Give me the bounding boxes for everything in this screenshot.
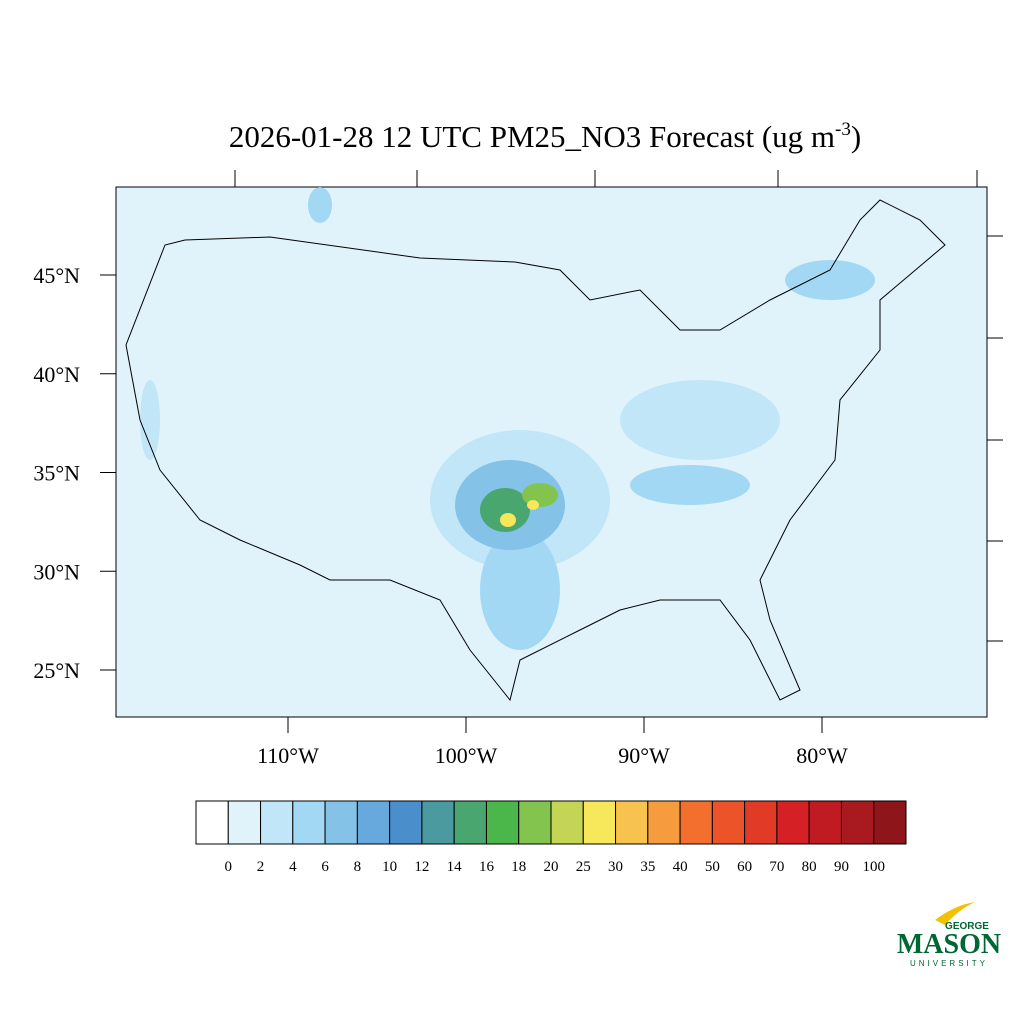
colorbar-label: 0 xyxy=(225,859,233,875)
lat-label: 30°N xyxy=(33,559,80,584)
colorbar-box xyxy=(453,800,487,845)
colorbar-box xyxy=(615,800,649,845)
lat-label: 25°N xyxy=(33,658,80,683)
colorbar-box xyxy=(195,800,229,845)
title-suffix: ) xyxy=(851,119,861,154)
colorbar-label: 25 xyxy=(576,859,591,875)
colorbar-box xyxy=(840,800,875,845)
colorbar-box xyxy=(518,800,552,845)
colorbar-label: 30 xyxy=(608,859,623,875)
colorbar-box xyxy=(744,800,778,845)
title-text: 2026-01-28 12 UTC PM25_NO3 Forecast (ug … xyxy=(229,119,835,154)
colorbar-label: 35 xyxy=(640,859,655,875)
colorbar-box xyxy=(227,800,262,845)
logo-bottom: UNIVERSITY xyxy=(910,959,988,968)
colorbar-box xyxy=(582,800,617,845)
colorbar-label: 60 xyxy=(737,859,752,875)
colorbar-label: 20 xyxy=(544,859,559,875)
colorbar-label: 10 xyxy=(382,859,397,875)
colorbar-box xyxy=(711,800,746,845)
colorbar-label: 8 xyxy=(354,859,362,875)
lat-label: 35°N xyxy=(33,461,80,486)
colorbar-label: 2 xyxy=(257,859,265,875)
colorbar-box xyxy=(647,800,681,845)
lon-label: 80°W xyxy=(796,743,848,768)
colorbar-label: 100 xyxy=(862,859,885,875)
colorbar-box xyxy=(776,800,810,845)
colorbar-label: 50 xyxy=(705,859,720,875)
colorbar-box xyxy=(485,800,520,845)
colorbar-label: 14 xyxy=(447,859,463,875)
title-superscript: -3 xyxy=(835,119,851,140)
frame-ticks xyxy=(234,170,1003,642)
colorbar-label: 18 xyxy=(511,859,526,875)
colorbar-box xyxy=(356,800,391,845)
logo: GEORGE MASON UNIVERSITY xyxy=(897,902,1001,968)
colorbar-box xyxy=(324,800,358,845)
colorbar-label: 6 xyxy=(321,859,329,875)
colorbar-label: 12 xyxy=(414,859,429,875)
colorbar-box xyxy=(808,800,842,845)
colorbar-box xyxy=(550,800,584,845)
logo-main: MASON xyxy=(897,929,1001,960)
colorbar-label: 4 xyxy=(289,859,297,875)
colorbar-box xyxy=(679,800,713,845)
title: 2026-01-28 12 UTC PM25_NO3 Forecast (ug … xyxy=(229,119,861,154)
colorbar-box xyxy=(260,800,294,845)
colorbar-box xyxy=(389,800,423,845)
lon-label: 100°W xyxy=(435,743,498,768)
colorbar-label: 40 xyxy=(673,859,688,875)
colorbar-box xyxy=(421,800,455,845)
colorbar-label: 16 xyxy=(479,859,495,875)
colorbar-box xyxy=(873,800,907,845)
lat-label: 40°N xyxy=(33,362,80,387)
us-outline xyxy=(125,199,946,702)
concentration-field xyxy=(140,187,875,650)
logo-top: GEORGE xyxy=(945,921,989,932)
colorbar-label: 80 xyxy=(802,859,817,875)
colorbar-box xyxy=(292,800,326,845)
colorbar-label: 90 xyxy=(834,859,849,875)
lon-label: 90°W xyxy=(618,743,670,768)
colorbar-label: 70 xyxy=(769,859,784,875)
lat-label: 45°N xyxy=(33,263,80,288)
lon-label: 110°W xyxy=(257,743,319,768)
